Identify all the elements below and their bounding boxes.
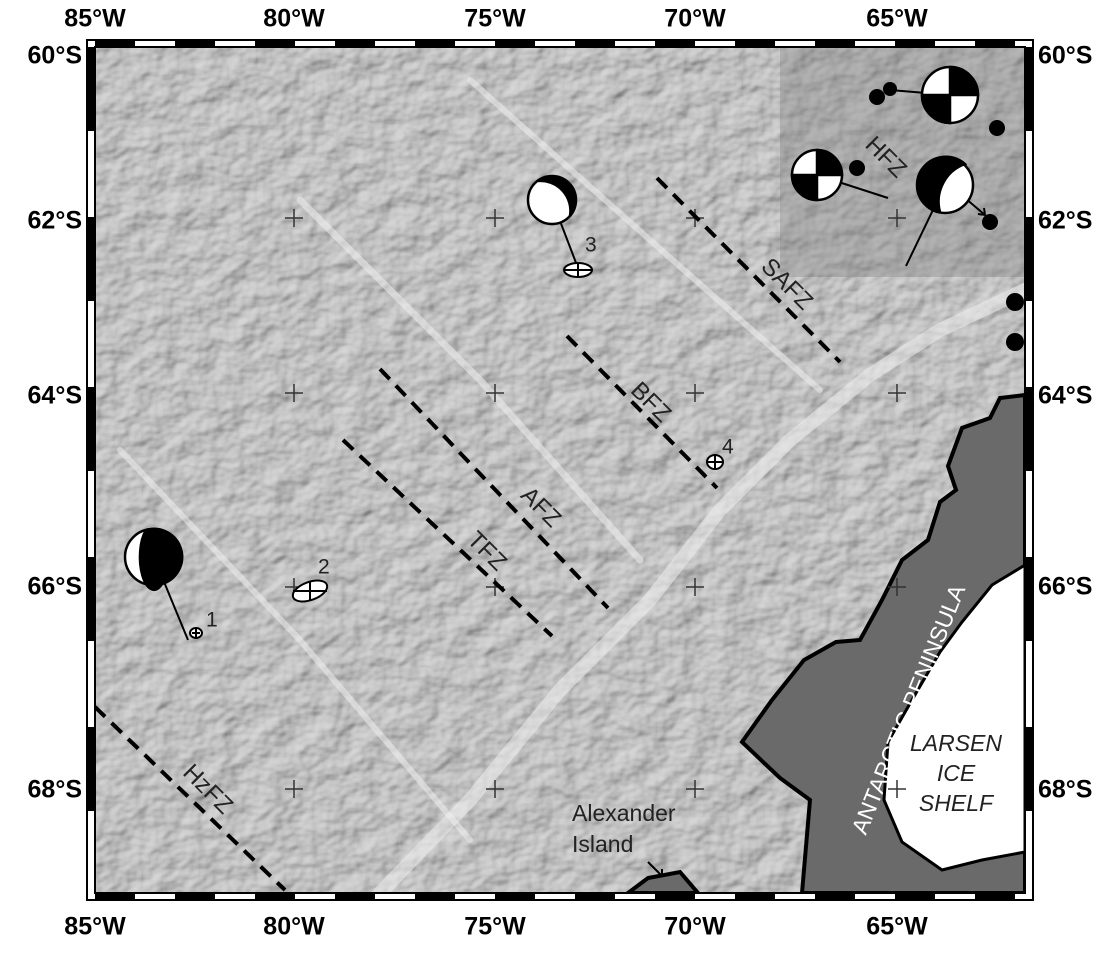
lat-label: 66°S [28, 573, 82, 601]
page: HFZ SAFZ BFZ AFZ TFZ HzFZ 1 2 3 4 Alexan… [0, 0, 1106, 948]
lon-label: 80°W [263, 913, 325, 941]
place-label: Alexander [572, 800, 676, 826]
epicenter [989, 120, 1005, 136]
lon-label: 65°W [866, 5, 928, 33]
event-number: 4 [722, 436, 734, 459]
place-label: Island [572, 831, 633, 857]
lon-label: 85°W [64, 5, 126, 33]
place-label: LARSEN [910, 730, 1002, 756]
epicenter [869, 89, 885, 105]
lat-label: 60°S [1038, 42, 1092, 70]
epicenter [1006, 333, 1024, 351]
lat-label: 62°S [28, 207, 82, 235]
place-label: SHELF [919, 790, 995, 816]
lon-label: 70°W [664, 5, 726, 33]
event-number: 2 [318, 556, 330, 579]
lat-label: 62°S [1038, 207, 1092, 235]
lat-label: 68°S [28, 776, 82, 804]
lon-label: 80°W [263, 5, 325, 33]
lon-label: 75°W [464, 5, 526, 33]
lon-label: 65°W [866, 913, 928, 941]
lon-label: 85°W [64, 913, 126, 941]
lat-label: 68°S [1038, 776, 1092, 804]
map-area: HFZ SAFZ BFZ AFZ TFZ HzFZ 1 2 3 4 Alexan… [95, 47, 1025, 893]
event-number: 1 [206, 609, 218, 632]
place-label: ICE [937, 760, 976, 786]
lat-label: 64°S [28, 382, 82, 410]
epicenter [982, 214, 998, 230]
lat-label: 64°S [1038, 382, 1092, 410]
epicenter [849, 160, 865, 176]
lon-label: 70°W [664, 913, 726, 941]
epicenter [1006, 293, 1024, 311]
epicenter [883, 82, 897, 96]
lon-label: 75°W [464, 913, 526, 941]
event-number: 3 [585, 234, 597, 257]
lat-label: 66°S [1038, 573, 1092, 601]
map: HFZ SAFZ BFZ AFZ TFZ HzFZ 1 2 3 4 Alexan… [0, 0, 1106, 948]
lat-label: 60°S [28, 42, 82, 70]
